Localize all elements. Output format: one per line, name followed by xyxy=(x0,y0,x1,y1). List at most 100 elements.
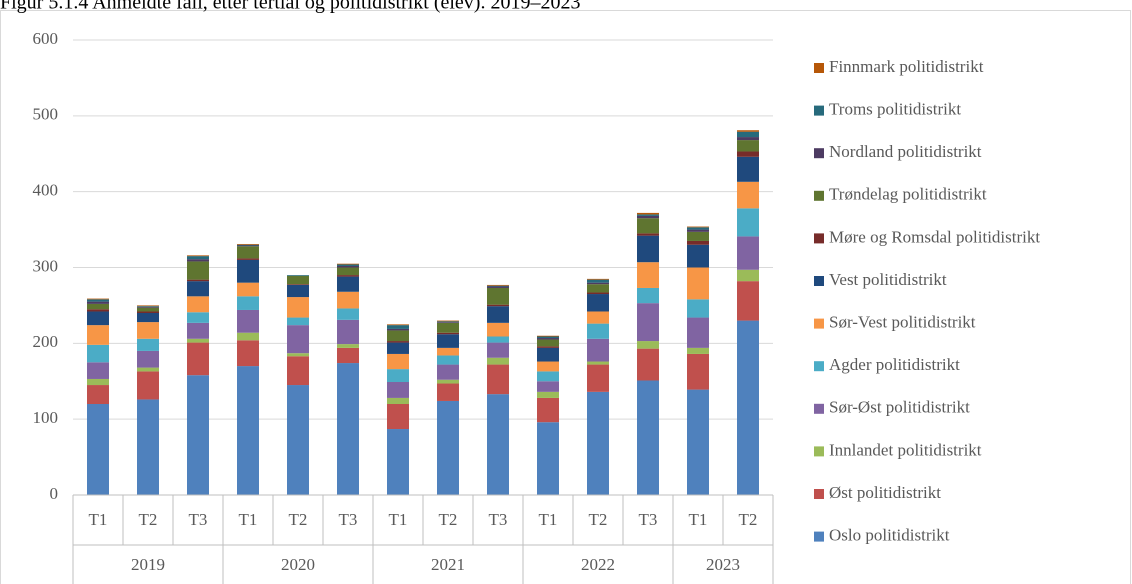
bar-segment xyxy=(287,275,309,276)
bar-segment xyxy=(287,353,309,357)
bar-segment xyxy=(337,363,359,495)
bar-segment xyxy=(387,404,409,430)
bar-segment xyxy=(237,259,259,283)
y-tick-label: 100 xyxy=(33,408,59,427)
bar-segment xyxy=(587,311,609,324)
bar-segment xyxy=(637,233,659,236)
bar-segment xyxy=(187,281,209,297)
bar-segment xyxy=(537,338,559,340)
legend-label: Sør-Øst politidistrikt xyxy=(829,398,970,417)
y-tick-label: 500 xyxy=(33,105,59,124)
bar-segment xyxy=(537,391,559,398)
group-label: 2021 xyxy=(431,555,465,574)
y-tick-label: 400 xyxy=(33,181,59,200)
bar-segment xyxy=(237,309,259,333)
bar-segment xyxy=(687,389,709,495)
bar-segment xyxy=(637,287,659,304)
bar-segment xyxy=(337,263,359,265)
bar-segment xyxy=(537,347,559,362)
x-tick-label: T3 xyxy=(639,510,658,529)
bar-segment xyxy=(137,399,159,495)
legend-label: Finnmark politidistrikt xyxy=(829,57,984,76)
bar-segment xyxy=(237,340,259,367)
bar-segment xyxy=(237,246,259,259)
bar-segment xyxy=(387,369,409,383)
legend-label: Troms politidistrikt xyxy=(829,100,961,119)
bar-segment xyxy=(137,311,159,313)
bar-segment xyxy=(737,320,759,495)
bar-segment xyxy=(637,348,659,381)
bar-segment xyxy=(537,346,559,348)
bar-segment xyxy=(87,299,109,302)
bar-segment xyxy=(137,305,159,307)
bar-segment xyxy=(137,306,159,308)
legend-label: Vest politidistrikt xyxy=(829,270,947,289)
legend-swatch xyxy=(814,63,824,73)
bar-segment xyxy=(287,275,309,285)
bar-segment xyxy=(387,325,409,329)
bar-segment xyxy=(337,291,359,309)
bar-segment xyxy=(587,282,609,285)
legend-label: Øst politidistrikt xyxy=(829,483,941,502)
bar-segment xyxy=(487,286,509,288)
bar-segment xyxy=(387,429,409,495)
legend-swatch xyxy=(814,446,824,457)
bar-segment xyxy=(737,130,759,132)
bar-segment xyxy=(637,341,659,349)
bar-segment xyxy=(487,287,509,305)
bar-segment xyxy=(187,296,209,313)
bar-segment xyxy=(187,375,209,495)
bar-segment xyxy=(537,422,559,495)
x-tick-label: T1 xyxy=(389,510,408,529)
legend-label: Oslo politidistrikt xyxy=(829,526,950,545)
bar-segment xyxy=(687,244,709,268)
bar-segment xyxy=(137,307,159,312)
bar-segment xyxy=(737,140,759,152)
legend-swatch xyxy=(814,531,824,542)
legend-label: Agder politidistrikt xyxy=(829,355,960,374)
legend-swatch xyxy=(814,361,824,372)
x-tick-label: T1 xyxy=(539,510,558,529)
bar-segment xyxy=(337,275,359,277)
legend-swatch xyxy=(814,105,824,116)
bar-segment xyxy=(237,296,259,310)
bar-segment xyxy=(737,137,759,141)
bar-segment xyxy=(437,334,459,348)
bar-segment xyxy=(187,255,209,257)
bar-segment xyxy=(637,215,659,219)
bar-segment xyxy=(87,385,109,404)
bar-segment xyxy=(637,303,659,342)
bar-segment xyxy=(737,131,759,138)
bar-segment xyxy=(87,298,109,300)
bar-segment xyxy=(237,245,259,247)
bar-segment xyxy=(187,256,209,260)
bar-segment xyxy=(287,284,309,285)
bar-segment xyxy=(587,391,609,495)
bar-segment xyxy=(487,394,509,495)
bar-segment xyxy=(537,361,559,372)
bar-segment xyxy=(87,303,109,310)
bar-segment xyxy=(537,371,559,382)
bar-segment xyxy=(587,294,609,312)
group-label: 2022 xyxy=(581,555,615,574)
bar-segment xyxy=(137,338,159,351)
bar-segment xyxy=(537,335,559,337)
legend-label: Innlandet politidistrikt xyxy=(829,440,982,459)
legend-swatch xyxy=(814,233,824,244)
bar-segment xyxy=(587,279,609,283)
bar-segment xyxy=(737,281,759,321)
bar-segment xyxy=(487,364,509,395)
legend-swatch xyxy=(814,403,824,414)
bar-segment xyxy=(737,151,759,157)
bar-segment xyxy=(587,292,609,295)
bar-segment xyxy=(387,341,409,343)
bar-segment xyxy=(437,364,459,380)
bar-segment xyxy=(487,322,509,337)
bar-segment xyxy=(137,313,159,323)
bar-segment xyxy=(287,317,309,326)
x-tick-label: T2 xyxy=(139,510,158,529)
bar-segment xyxy=(537,336,559,339)
bar-segment xyxy=(487,357,509,365)
bar-segment xyxy=(337,344,359,348)
